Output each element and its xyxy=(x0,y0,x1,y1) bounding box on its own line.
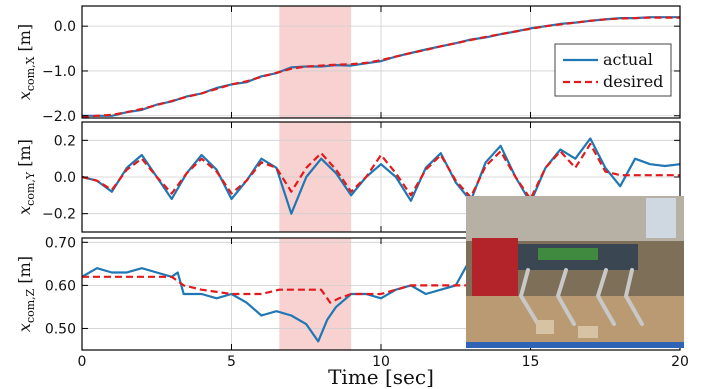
y-tick-label: −1.0 xyxy=(42,64,76,80)
y-tick-label: 0.60 xyxy=(45,278,76,294)
y-axis-label-unit: [m] xyxy=(15,139,34,172)
highlight-band xyxy=(279,238,352,350)
legend: actual desired xyxy=(554,43,672,97)
y-tick-label: −0.2 xyxy=(42,207,76,223)
y-axis-label-sub: com,X xyxy=(24,56,37,91)
y-axis-label-sub: com,Z xyxy=(24,288,37,323)
legend-label-actual: actual xyxy=(603,50,653,69)
y-axis-label: xcom,X [m] xyxy=(15,24,37,100)
legend-label-desired: desired xyxy=(603,72,663,91)
x-tick-label: 0 xyxy=(78,354,87,370)
highlight-band xyxy=(279,6,352,118)
x-tick-label: 10 xyxy=(372,354,390,370)
legend-box xyxy=(554,43,672,97)
x-axis-label: Time [sec] xyxy=(328,365,434,389)
x-tick-label: 20 xyxy=(671,354,689,370)
photo-robot-leg xyxy=(518,268,540,326)
panel-2: 0.2 0.0 −0.2 xcom,Y [m] xyxy=(15,121,681,233)
photo-equipment xyxy=(646,198,676,238)
panel-1: 0.0 −1.0 −2.0 xcom,X [m] xyxy=(15,5,681,125)
photo-robot-leg xyxy=(623,268,644,326)
photo-block xyxy=(536,320,554,334)
y-axis-label: xcom,Y [m] xyxy=(15,139,37,215)
x-tick-label: 5 xyxy=(227,354,236,370)
y-axis-label-unit: [m] xyxy=(15,24,34,57)
y-tick-label: 0.50 xyxy=(45,321,76,337)
series-desired xyxy=(82,16,680,118)
series-actual xyxy=(82,262,472,343)
photo-floor-edge xyxy=(466,342,684,348)
photo-robot-leg xyxy=(595,268,616,326)
y-axis-label-main: x xyxy=(15,91,34,100)
y-tick-label: 0.2 xyxy=(54,133,76,149)
photo-robot-leg xyxy=(555,268,576,326)
y-axis-label-sub: com,Y xyxy=(24,171,37,206)
y-tick-label: 0.70 xyxy=(45,235,76,251)
y-axis-label-main: x xyxy=(15,323,34,332)
y-tick-label: 0.0 xyxy=(54,19,76,35)
y-tick-label: −2.0 xyxy=(42,109,76,125)
x-tick-label: 15 xyxy=(522,354,540,370)
y-tick-label: 0.0 xyxy=(54,170,76,186)
photo-red-cabinet xyxy=(472,238,518,298)
y-axis-label: xcom,Z [m] xyxy=(15,256,37,332)
y-axis-label-main: x xyxy=(15,206,34,215)
series-desired xyxy=(82,275,471,304)
y-axis-label-unit: [m] xyxy=(15,256,34,289)
photo-robot-board xyxy=(538,248,598,260)
photo-block xyxy=(578,326,598,338)
robot-photo-inset xyxy=(466,196,684,348)
